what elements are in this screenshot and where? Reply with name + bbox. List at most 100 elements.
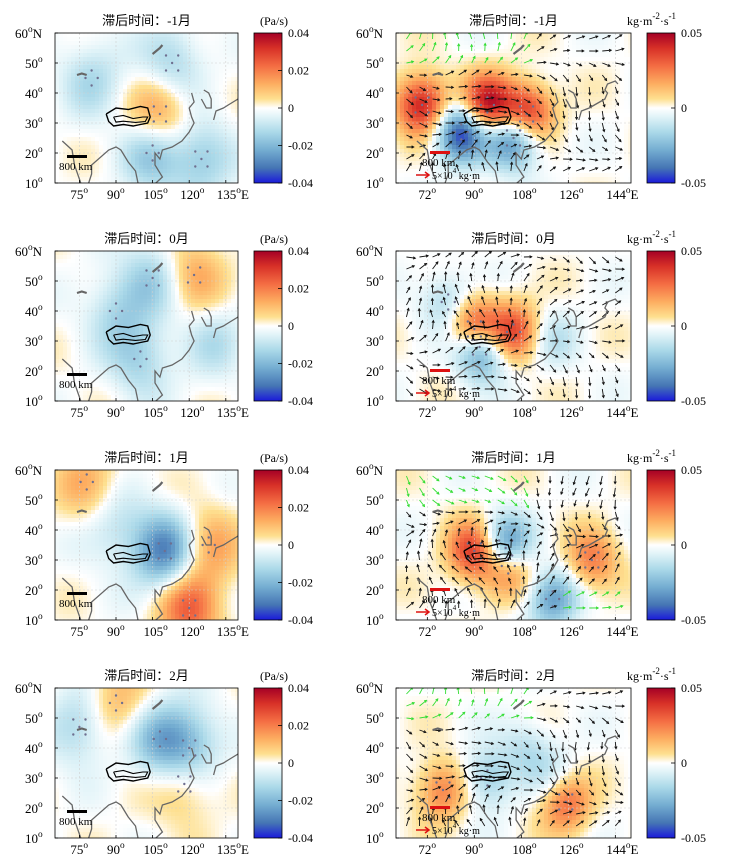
flux-vector-head [509,297,513,301]
flux-vector [432,600,436,609]
flux-vector-head [502,520,507,524]
flux-vector [563,606,572,609]
flux-vector-head [410,601,415,605]
field-layer [55,688,238,838]
flux-vector-head [617,819,621,823]
flux-vector-head [605,355,610,359]
flux-vector-head [524,284,528,288]
flux-vector [536,165,542,172]
y-tick-label: 40o [25,85,43,101]
flux-vector-head [578,792,582,796]
flux-vector [471,251,478,258]
flux-vector [471,499,479,503]
flux-vector-head [536,479,540,484]
flux-vector-head [595,811,599,815]
flux-vector [419,162,423,172]
flux-vector-head [595,49,599,53]
flux-vector [510,388,520,393]
flux-vector-head [588,128,592,132]
flux-vector [523,688,529,695]
flux-vector [471,361,481,366]
y-tick-label: 30o [366,115,384,131]
y-tick-label: 10o [25,830,43,846]
flux-vector-head [421,797,426,801]
flux-vector-head [474,712,478,716]
flux-vector-head [566,48,571,53]
flux-vector-head [566,79,570,83]
flux-vector [615,62,625,66]
flux-vector-head [616,128,620,133]
y-tick-label: 40o [366,522,384,538]
flux-vector-head [551,381,554,386]
flux-vector-head [564,554,568,558]
flux-vector-head [607,63,611,67]
flux-vector [406,587,411,597]
flux-vector [419,529,426,537]
lake [76,509,88,514]
flux-vector [428,551,433,561]
flux-vector [510,787,519,791]
flux-vector [549,765,553,772]
flux-vector [480,554,486,561]
flux-vector-head [440,576,444,580]
x-tick-label: 90o [465,404,483,420]
flux-vector [615,277,624,282]
flux-vector-head [620,354,624,358]
flux-vector [615,534,623,537]
flux-vector-head [576,370,580,374]
flux-vector-head [457,527,461,532]
flux-vector [406,364,413,370]
flux-vector-head [579,577,583,581]
flux-vector-head [538,769,542,773]
flux-vector-head [595,606,600,610]
flux-vector-head [513,743,518,747]
flux-vector [536,274,545,282]
flux-vector [601,388,605,398]
colorbar-tick-label: 0 [288,319,294,333]
flux-vector [589,326,598,330]
flux-vector [484,261,488,270]
flux-vector [573,499,577,506]
flux-vector [587,741,590,750]
flux-vector-head [471,149,475,153]
reference-vector-label: 5×104 kg·m [432,822,480,837]
lake [432,509,444,514]
flux-vector [549,753,554,762]
flux-vector [562,777,567,785]
flux-vector-head [468,804,472,808]
flux-vector-head [601,381,605,386]
flux-vector-head [485,697,489,702]
flux-vector [432,56,440,64]
flux-vector-head [443,33,447,35]
flux-vector-head [496,319,500,323]
flux-vector [432,348,441,354]
flux-vector [406,134,413,139]
flux-vector [432,786,441,791]
y-tick-label: 50o [366,55,384,71]
flux-vector-head [607,534,612,538]
flux-vector-head [607,166,611,170]
flux-vector-head [575,395,579,399]
flux-vector [467,296,473,306]
flux-vector [549,777,555,785]
flux-vector-head [551,92,555,96]
flux-vector-head [498,150,502,154]
flux-vector [419,110,428,117]
colorbar-tick-label: -0.04 [288,394,313,408]
flux-vector [523,110,531,117]
x-tick-label: 72o [418,841,436,857]
significance-dots [72,694,197,793]
panel-title: 滞后时间：-1月 [102,13,191,28]
flux-vector [563,705,570,708]
flux-vector [507,564,512,573]
y-tick-label: 20o [25,363,43,379]
flux-vector [562,753,566,763]
flux-vector-head [541,367,545,371]
flux-vector-head [618,300,622,304]
flux-vector-head [567,278,572,282]
flux-vector-head [552,735,556,739]
flux-vector [576,289,584,294]
y-tick-label: 10o [366,830,384,846]
flux-vector-head [514,492,518,496]
